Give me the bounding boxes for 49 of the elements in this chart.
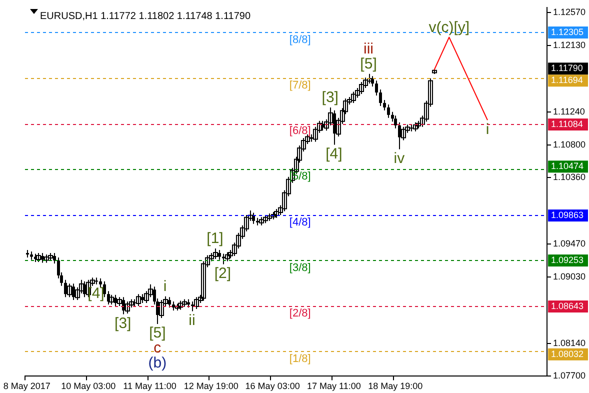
annotation: [2] <box>214 264 232 282</box>
x-tick-label: 18 May 19:00 <box>368 381 423 392</box>
x-tick-label: 11 May 11:00 <box>123 381 176 392</box>
y-tick-label: 1.07700 <box>553 370 586 381</box>
annotation: c <box>154 340 162 357</box>
annotation: [3] <box>322 89 338 106</box>
ref-line-label: 1.11084 <box>551 118 583 129</box>
ref-line-label: 1.08643 <box>551 300 584 311</box>
annotation: iii <box>364 40 374 58</box>
annotation: i <box>486 120 490 138</box>
y-tick-label: 1.10360 <box>553 172 586 182</box>
annotation: [4/8] <box>289 216 311 228</box>
y-tick-label: 1.09470 <box>553 238 586 249</box>
annotation: (b) <box>148 354 167 372</box>
text: 1.11790 <box>551 63 583 74</box>
annotation: [4] <box>88 285 104 302</box>
annotation: [1] <box>206 230 224 248</box>
x-tick-label: 12 May 19:00 <box>184 381 238 392</box>
annotation: [7/8] <box>289 80 311 92</box>
x-tick-label: 8 May 2017 <box>3 381 50 392</box>
annotation: [1/8] <box>289 352 311 365</box>
annotation: iv <box>394 150 406 167</box>
annotation: [8/8] <box>289 34 311 46</box>
annotation: [3] <box>114 314 132 332</box>
annotation: [6/8] <box>289 125 311 138</box>
annotation: [4] <box>326 145 342 162</box>
y-tick-label: 1.12130 <box>553 40 586 50</box>
y-tick-label: 1.10800 <box>553 139 586 150</box>
y-tick-label: 1.08140 <box>553 338 586 348</box>
chart-title: EURUSD,H1 1.11772 1.11802 1.11748 1.11790 <box>40 11 251 22</box>
annotation: ii <box>188 312 196 329</box>
ref-line-label: 1.08032 <box>551 348 584 359</box>
y-tick-label: 1.11240 <box>553 106 585 116</box>
annotation: [5] <box>360 55 377 72</box>
y-tick-label: 1.12570 <box>553 7 586 18</box>
annotation: [5] <box>149 324 166 342</box>
ref-line-label: 1.10474 <box>551 161 584 172</box>
ref-line-label: 1.09863 <box>551 210 584 220</box>
ref-line-label: 1.09253 <box>551 254 584 265</box>
y-tick-label: 1.09030 <box>553 271 586 282</box>
annotation: [2/8] <box>289 307 311 320</box>
x-tick-label: 17 May 11:00 <box>307 381 361 392</box>
ref-line-label: 1.11694 <box>551 75 583 86</box>
x-tick-label: 16 May 03:00 <box>245 381 300 392</box>
annotation: v(c)[y] <box>428 18 470 36</box>
annotation: i <box>163 278 167 295</box>
ref-line-label: 1.12305 <box>551 26 584 37</box>
annotation: [3/8] <box>289 262 311 274</box>
x-tick-label: 10 May 03:00 <box>61 381 116 392</box>
